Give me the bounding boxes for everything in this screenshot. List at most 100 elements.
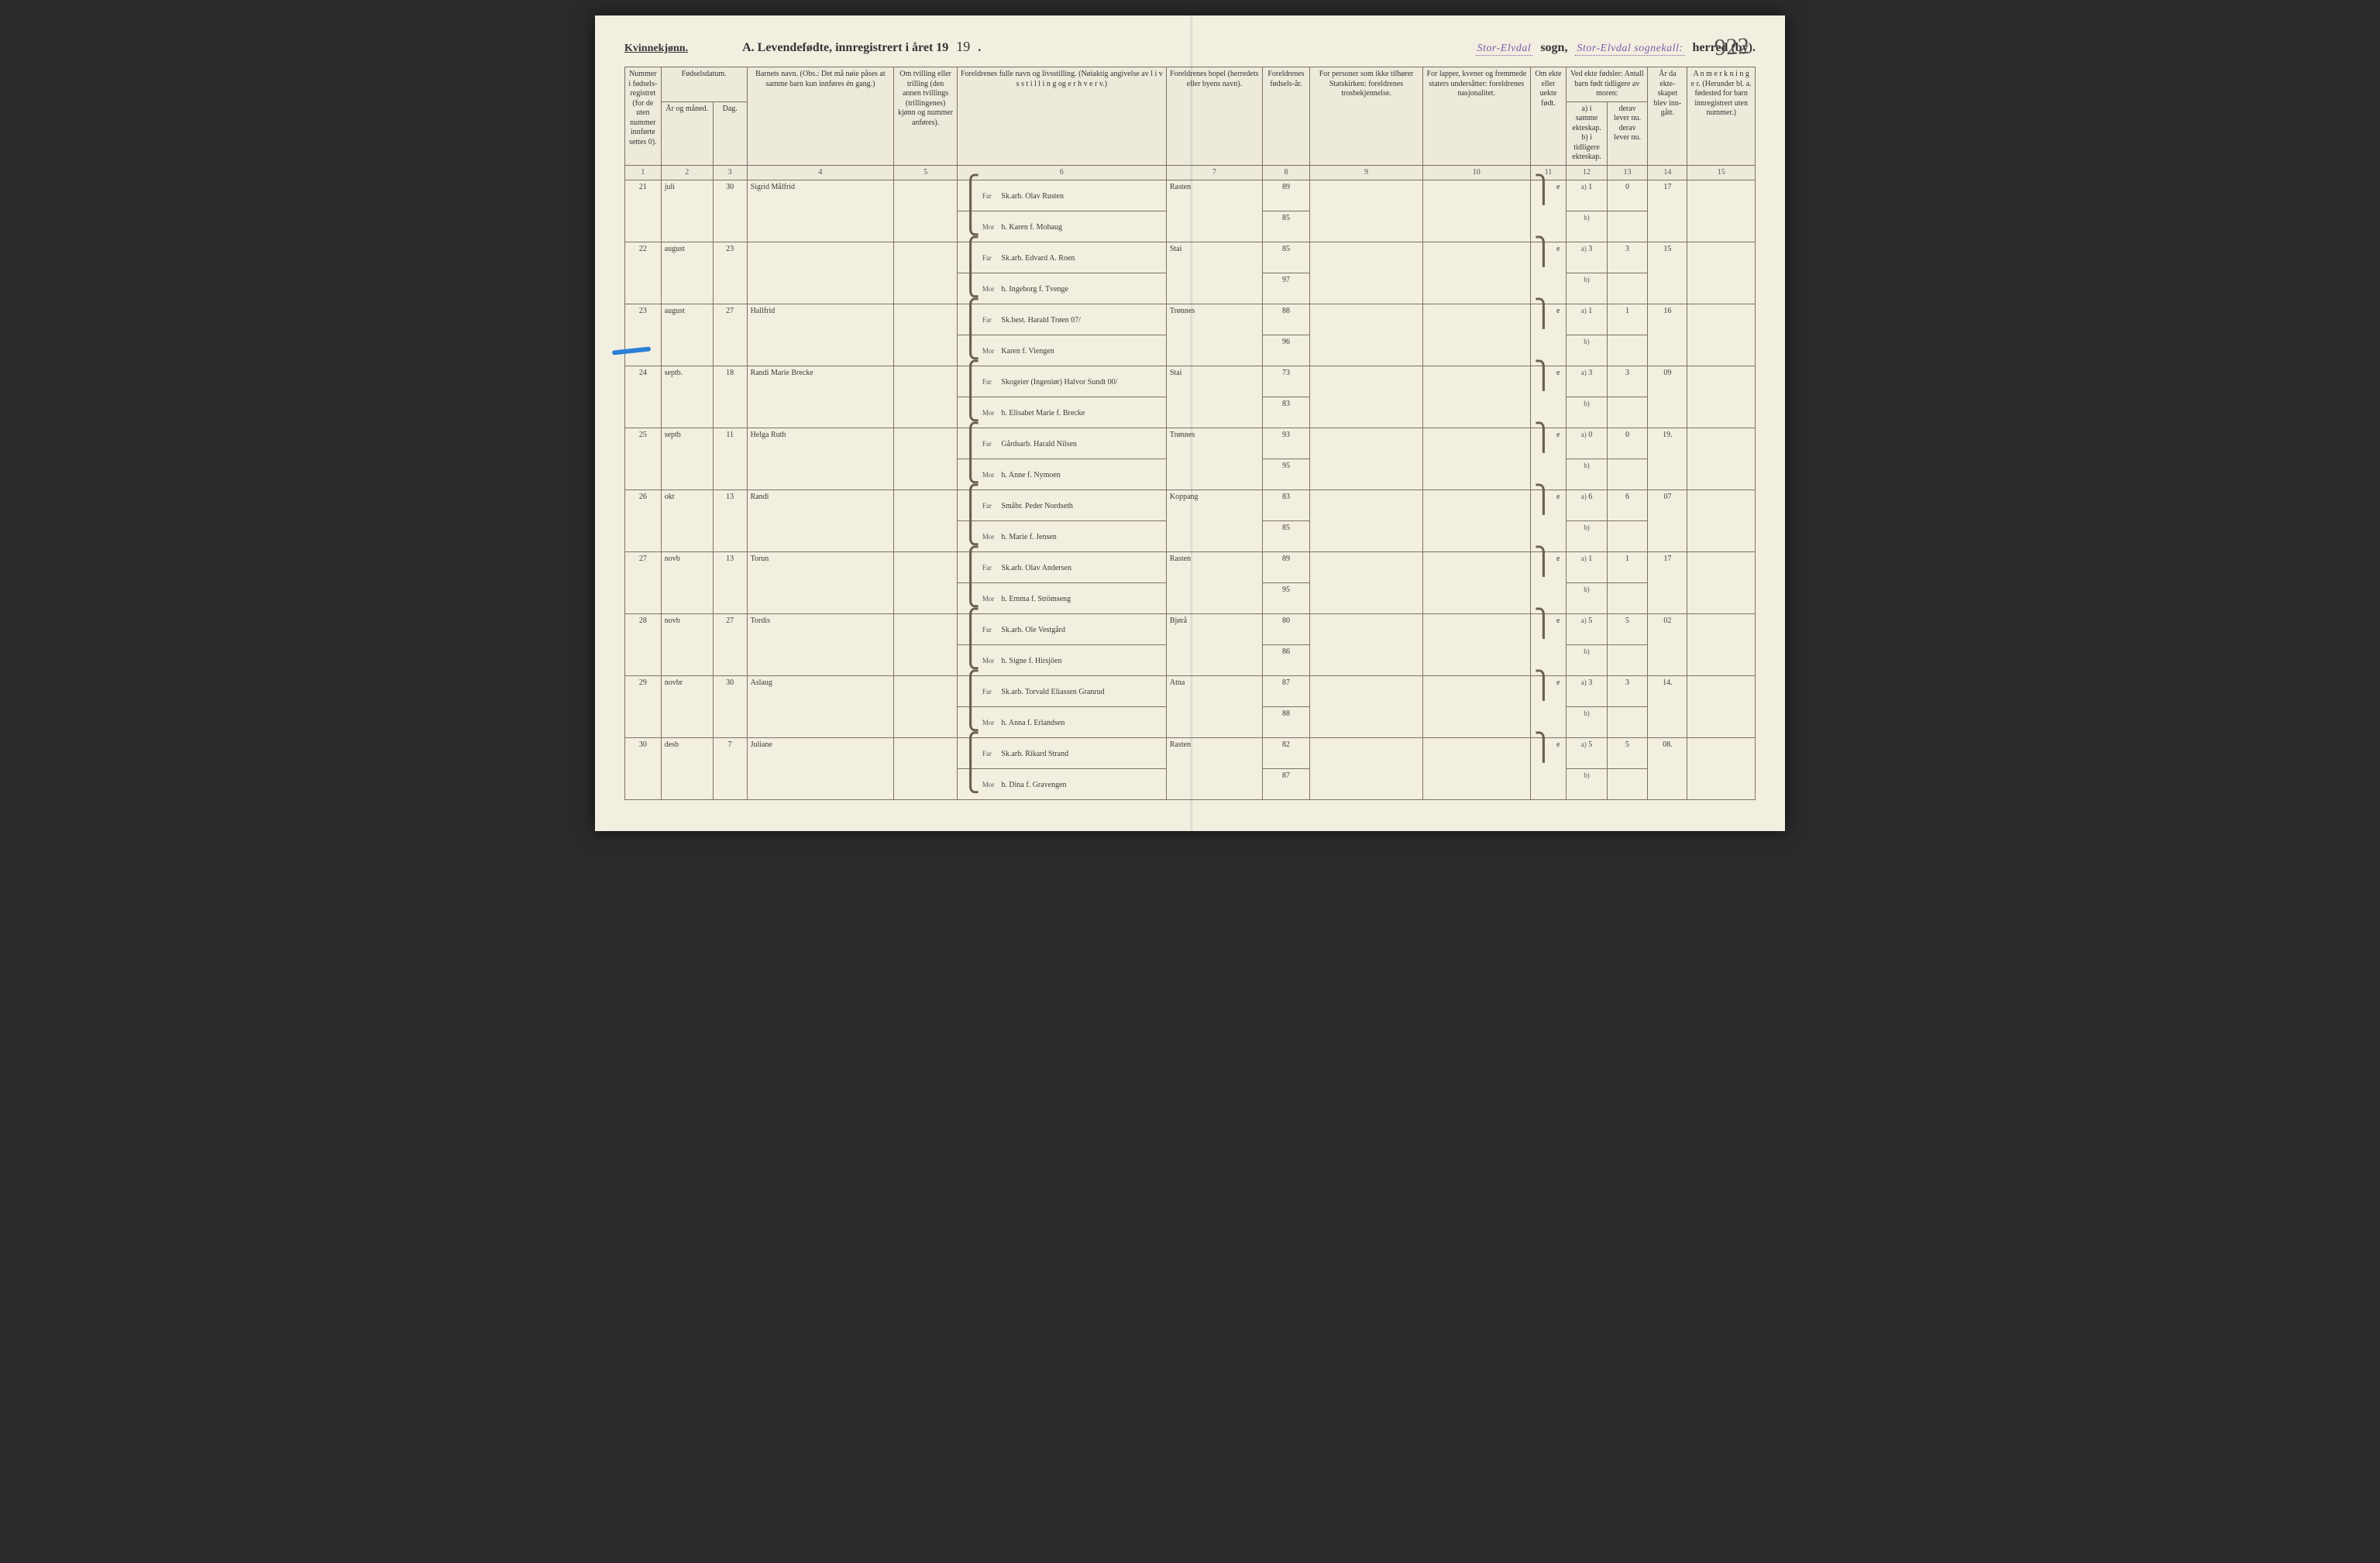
cell-twin bbox=[894, 738, 958, 800]
cell-c9 bbox=[1310, 180, 1423, 242]
table-row: 22august23⎧ Far Sk.arb. Edvard A. RoenSt… bbox=[625, 242, 1756, 273]
cell-name: Randi bbox=[747, 490, 894, 552]
col-number: 3 bbox=[713, 165, 747, 180]
cell-twin bbox=[894, 428, 958, 490]
cell-a-lev: 5 bbox=[1607, 614, 1648, 645]
cell-c10 bbox=[1423, 738, 1531, 800]
cell-ekte: ⎫ e bbox=[1530, 428, 1567, 490]
col-5-header: Om tvilling eller trilling (den annen tv… bbox=[894, 67, 958, 166]
cell-bopel: Trønnes bbox=[1166, 304, 1262, 366]
cell-twin bbox=[894, 304, 958, 366]
cell-day: 7 bbox=[713, 738, 747, 800]
cell-twin bbox=[894, 242, 958, 304]
cell-twin bbox=[894, 180, 958, 242]
cell-day: 30 bbox=[713, 676, 747, 738]
cell-mother-year: 85 bbox=[1262, 521, 1309, 552]
col-number: 1 bbox=[625, 165, 662, 180]
cell-mother-year: 85 bbox=[1262, 211, 1309, 242]
cell-b: b) bbox=[1567, 769, 1608, 800]
col-number: 7 bbox=[1166, 165, 1262, 180]
cell-name: Torun bbox=[747, 552, 894, 614]
col-6-header: Foreldrenes fulle navn og livsstilling. … bbox=[957, 67, 1166, 166]
cell-a: a) 3 bbox=[1567, 676, 1608, 707]
cell-anm bbox=[1687, 552, 1756, 614]
cell-name: Tordis bbox=[747, 614, 894, 676]
col-12-header: a) i samme ekteskap. b) i tidligere ekte… bbox=[1567, 101, 1608, 165]
col-number: 13 bbox=[1607, 165, 1648, 180]
col-8-header: Foreldrenes fødsels-år. bbox=[1262, 67, 1309, 166]
cell-father: ⎧ Far Småbr. Peder Nordseth bbox=[957, 490, 1166, 521]
cell-a: a) 5 bbox=[1567, 738, 1608, 769]
cell-bopel: Rasten bbox=[1166, 738, 1262, 800]
cell-month: novb bbox=[661, 614, 713, 676]
cell-c10 bbox=[1423, 366, 1531, 428]
herred-stamp: Stor-Elvdal sognekall: bbox=[1575, 43, 1684, 56]
col-1-header: Nummer i fødsels-registret (for de uten … bbox=[625, 67, 662, 166]
cell-anm bbox=[1687, 242, 1756, 304]
cell-b-lev bbox=[1607, 521, 1648, 552]
cell-ekte: ⎫ e bbox=[1530, 180, 1567, 242]
cell-bopel: Rasten bbox=[1166, 552, 1262, 614]
col-number: 10 bbox=[1423, 165, 1531, 180]
cell-anm bbox=[1687, 304, 1756, 366]
cell-month: okt bbox=[661, 490, 713, 552]
cell-month: novb bbox=[661, 552, 713, 614]
cell-twin bbox=[894, 676, 958, 738]
cell-bopel: Rasten bbox=[1166, 180, 1262, 242]
cell-twin bbox=[894, 490, 958, 552]
cell-father: ⎧ Far Gårdsarb. Harald Nilsen bbox=[957, 428, 1166, 459]
cell-bopel: Koppang bbox=[1166, 490, 1262, 552]
cell-c10 bbox=[1423, 304, 1531, 366]
col-number: 15 bbox=[1687, 165, 1756, 180]
cell-b-lev bbox=[1607, 335, 1648, 366]
cell-mother: ⎩ Mor h. Marie f. Jensen bbox=[957, 521, 1166, 552]
title-period: . bbox=[978, 41, 981, 55]
cell-ekte: ⎫ e bbox=[1530, 242, 1567, 304]
cell-bopel: Trønnes bbox=[1166, 428, 1262, 490]
cell-num: 27 bbox=[625, 552, 662, 614]
cell-ekte: ⎫ e bbox=[1530, 490, 1567, 552]
cell-a-lev: 3 bbox=[1607, 242, 1648, 273]
col-number: 6 bbox=[957, 165, 1166, 180]
table-row: 28novb27Tordis⎧ Far Sk.arb. Ole Vestgård… bbox=[625, 614, 1756, 645]
cell-name: Hallfrid bbox=[747, 304, 894, 366]
cell-mother: ⎩ Mor h. Elisabet Marie f. Brecke bbox=[957, 397, 1166, 428]
col-15-header: A n m e r k n i n g e r. (Herunder bl. a… bbox=[1687, 67, 1756, 166]
cell-mother: ⎩ Mor h. Ingeborg f. Tvenge bbox=[957, 273, 1166, 304]
col-11-header: Om ekte eller uekte født. bbox=[1530, 67, 1567, 166]
cell-c10 bbox=[1423, 676, 1531, 738]
col-10-header: For lapper, kvener og fremmede staters u… bbox=[1423, 67, 1531, 166]
cell-twin bbox=[894, 366, 958, 428]
cell-num: 23 bbox=[625, 304, 662, 366]
cell-a: a) 1 bbox=[1567, 552, 1608, 583]
cell-twin bbox=[894, 552, 958, 614]
cell-b: b) bbox=[1567, 583, 1608, 614]
cell-day: 27 bbox=[713, 304, 747, 366]
cell-c10 bbox=[1423, 614, 1531, 676]
cell-month: august bbox=[661, 242, 713, 304]
cell-aar-ekt: 17 bbox=[1648, 180, 1687, 242]
col-number: 4 bbox=[747, 165, 894, 180]
cell-ekte: ⎫ e bbox=[1530, 738, 1567, 800]
cell-b: b) bbox=[1567, 397, 1608, 428]
cell-father: ⎧ Far Sk.arb. Ole Vestgård bbox=[957, 614, 1166, 645]
cell-c9 bbox=[1310, 552, 1423, 614]
col-4-header: Barnets navn. (Obs.: Det må nøie påses a… bbox=[747, 67, 894, 166]
register-sheet: 922 Kvinnekjønn. A. Levendefødte, innreg… bbox=[595, 15, 1785, 831]
table-row: 24septb.18Randi Marie Brecke⎧ Far Skogei… bbox=[625, 366, 1756, 397]
cell-b-lev bbox=[1607, 583, 1648, 614]
table-row: 26okt13Randi⎧ Far Småbr. Peder NordsethK… bbox=[625, 490, 1756, 521]
col-13-header: derav lever nu. derav lever nu. bbox=[1607, 101, 1648, 165]
table-head: Nummer i fødsels-registret (for de uten … bbox=[625, 67, 1756, 180]
cell-father: ⎧ Far Skogeier (Ingeniør) Halvor Sundt 0… bbox=[957, 366, 1166, 397]
cell-father-year: 83 bbox=[1262, 490, 1309, 521]
cell-b-lev bbox=[1607, 397, 1648, 428]
year-handwritten: 19 bbox=[956, 39, 970, 55]
cell-father-year: 73 bbox=[1262, 366, 1309, 397]
cell-mother: ⎩ Mor h. Signe f. Hirsjöen bbox=[957, 645, 1166, 676]
col-number: 8 bbox=[1262, 165, 1309, 180]
cell-c10 bbox=[1423, 428, 1531, 490]
cell-mother-year: 87 bbox=[1262, 769, 1309, 800]
cell-mother: ⎩ Mor h. Karen f. Mohaug bbox=[957, 211, 1166, 242]
cell-a: a) 1 bbox=[1567, 304, 1608, 335]
